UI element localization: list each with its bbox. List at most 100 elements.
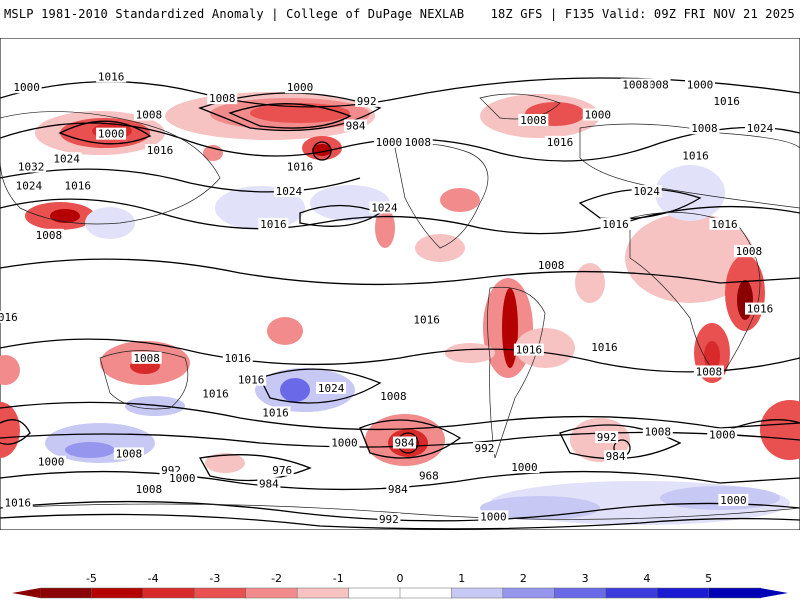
contour-label: 1008 <box>207 92 238 105</box>
anomaly-map: 1016 1000 1000 1008 992 1008 1000 1008 984 1000 10… <box>0 38 800 530</box>
contour-label-text: 1024 <box>16 180 43 193</box>
contour-label-bg <box>51 152 82 165</box>
contour-label: 1008 <box>133 483 164 496</box>
contour-label: 1024 <box>13 179 44 193</box>
coast-north-america <box>394 143 489 249</box>
contour-label: 1000 <box>707 428 738 441</box>
contour-label-bg <box>2 496 33 509</box>
contour-label-bg <box>133 483 164 495</box>
contour-label-bg <box>604 450 628 463</box>
colorbar-tick-label: -5 <box>86 572 97 585</box>
contour-label: 1008 <box>620 78 651 91</box>
contour-label-text: 992 <box>475 442 495 455</box>
contour-label-bg <box>509 461 540 474</box>
isobar-1024-south-pacific <box>259 368 382 404</box>
contour-label-text: 1016 <box>225 352 252 365</box>
contour-label: 1000 <box>11 81 42 94</box>
contour-label-bg <box>33 228 64 241</box>
contour-label-text: 984 <box>388 483 408 496</box>
contour-label-text: 1000 <box>169 472 196 485</box>
contour-label: 992 <box>355 94 379 108</box>
contour-label-text: 968 <box>419 469 439 482</box>
contour-label-text: 1000 <box>585 109 612 122</box>
contour-label-text: 1016 <box>98 70 125 83</box>
contour-label-text: 1008 <box>405 136 432 149</box>
colorbar-cells <box>12 587 788 599</box>
contour-label-text: 1008 <box>136 483 163 496</box>
contour-label-bg <box>133 108 164 121</box>
contour-label-bg <box>536 258 567 271</box>
contour-label: 1016 <box>96 70 127 83</box>
contour-label-bg <box>36 455 67 468</box>
isobar-992-south-pacific <box>359 419 462 459</box>
contour-label: 1000 <box>478 510 509 523</box>
isobar-1008-south <box>0 401 800 431</box>
isobar-1024-asia <box>0 168 361 193</box>
contour-label: 1016 <box>709 217 740 231</box>
contour-label: 1024 <box>745 122 775 135</box>
contour-label-text: 1016 <box>682 150 709 163</box>
contour-label-text: 1008 <box>696 365 723 378</box>
contour-label-bg <box>745 122 775 135</box>
colorbar: -5 -4 -3 -2 -1 0 1 2 3 4 5 <box>0 566 800 600</box>
contour-label-text: 1000 <box>480 510 507 523</box>
contour-label-bg <box>11 81 42 94</box>
contour-label-text: 1008 <box>136 109 163 122</box>
contour-label: 992 <box>472 442 496 455</box>
contour-label: 1016 <box>711 94 742 108</box>
contour-label: 1016 <box>2 496 33 510</box>
contour-label-text: 1008 <box>36 229 63 242</box>
contour-label-text: 984 <box>259 478 279 491</box>
isobar-984-low <box>312 141 332 161</box>
contour-label-text: 1024 <box>633 185 660 198</box>
contour-label: 1008 <box>33 228 64 242</box>
contour-label: 1008 <box>133 108 164 122</box>
contour-label-text: 1016 <box>5 497 32 510</box>
contour-label: 1024 <box>273 185 304 198</box>
contour-label: 1016 <box>411 313 442 327</box>
contour-label-text: 1016 <box>260 218 287 231</box>
colorbar-cell <box>708 587 761 599</box>
contour-label: 1008 <box>402 135 433 149</box>
product-title: MSLP 1981-2010 Standardized Anomaly | Co… <box>4 7 465 21</box>
colorbar-tick-label: 3 <box>582 572 589 585</box>
contour-label-bg <box>392 436 416 449</box>
contour-label: 984 <box>344 119 368 132</box>
contour-label-bg <box>16 160 47 173</box>
isobar-1000-antarctic <box>0 513 800 530</box>
contour-label: 1000 <box>285 81 315 94</box>
colorbar-cell <box>194 587 247 599</box>
contour-label: 1016 <box>236 373 267 387</box>
contour-label-text: 1008 <box>538 259 565 272</box>
positive-anomaly-tibet <box>25 202 95 230</box>
coastlines <box>0 93 800 520</box>
contour-label-text: 1016 <box>711 218 738 231</box>
contour-label-text: 1000 <box>687 78 714 91</box>
contour-label: 992 <box>377 513 401 526</box>
contour-label-text: 984 <box>395 437 415 450</box>
isobar-west-edge <box>0 419 31 445</box>
contour-label-bg <box>513 343 544 356</box>
contour-label: 1016 <box>600 217 631 231</box>
colorbar-cell <box>502 587 556 599</box>
contour-label: 1016 <box>513 343 544 357</box>
colorbar-cell <box>296 587 350 599</box>
isobar-1016-south <box>0 338 800 373</box>
contour-label-text: 1016 <box>602 218 629 231</box>
colorbar-tick-label: -3 <box>209 572 220 585</box>
contour-label-bg <box>411 313 442 326</box>
contour-label: 1024 <box>369 201 400 214</box>
contour-label-text: 1008 <box>645 426 672 439</box>
contour-label-text: 1008 <box>380 390 407 403</box>
contour-label-text: 1008 <box>520 114 547 127</box>
contour-label-bg <box>377 513 401 526</box>
isobar-1008-tropics <box>0 258 800 286</box>
contour-label-bg <box>685 78 715 91</box>
contour-label: 1024 <box>51 152 82 165</box>
contour-label-text: 1024 <box>53 152 80 165</box>
contour-label-text: 1024 <box>747 122 774 135</box>
contour-label: 1008 <box>733 245 764 258</box>
contour-label-text: 1016 <box>262 406 289 419</box>
colorbar-tick-label: 0 <box>397 572 404 585</box>
coast-asia <box>0 111 221 225</box>
